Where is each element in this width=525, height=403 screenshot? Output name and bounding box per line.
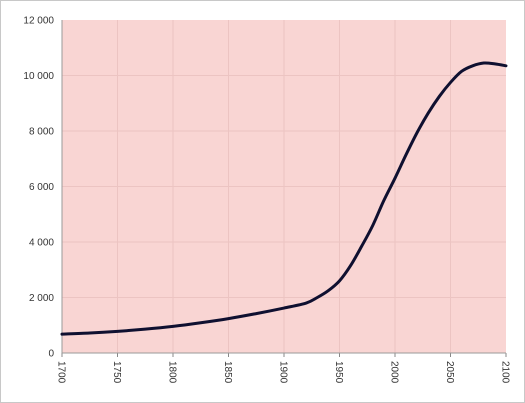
x-tick-label: 2000 [389, 361, 400, 384]
axes [61, 20, 507, 357]
y-tick-label: 2 000 [29, 293, 54, 304]
x-tick-label: 1700 [56, 361, 67, 384]
x-tick-label: 2100 [500, 361, 511, 384]
y-tick-label: 4 000 [29, 238, 54, 249]
x-tick-label: 1900 [278, 361, 289, 384]
y-tick-label: 10 000 [23, 71, 54, 82]
x-tick-label: 2050 [444, 361, 455, 384]
x-axis-tick-labels: 1700 1750 1800 1850 1900 1950 2000 2050 2100 [56, 361, 511, 384]
gridlines [62, 20, 506, 353]
y-tick-label: 6 000 [29, 182, 54, 193]
x-tick-label: 1750 [111, 361, 122, 384]
series-line [60, 61, 508, 336]
y-tick-label: 12 000 [23, 16, 54, 27]
y-axis-tick-labels: 0 2 000 4 000 6 000 8 000 10 000 12 000 [23, 16, 54, 360]
x-tick-label: 1850 [222, 361, 233, 384]
y-tick-label: 8 000 [29, 127, 54, 138]
x-tick-label: 1950 [333, 361, 344, 384]
x-tick-label: 1800 [167, 361, 178, 384]
y-tick-label: 0 [48, 349, 54, 360]
